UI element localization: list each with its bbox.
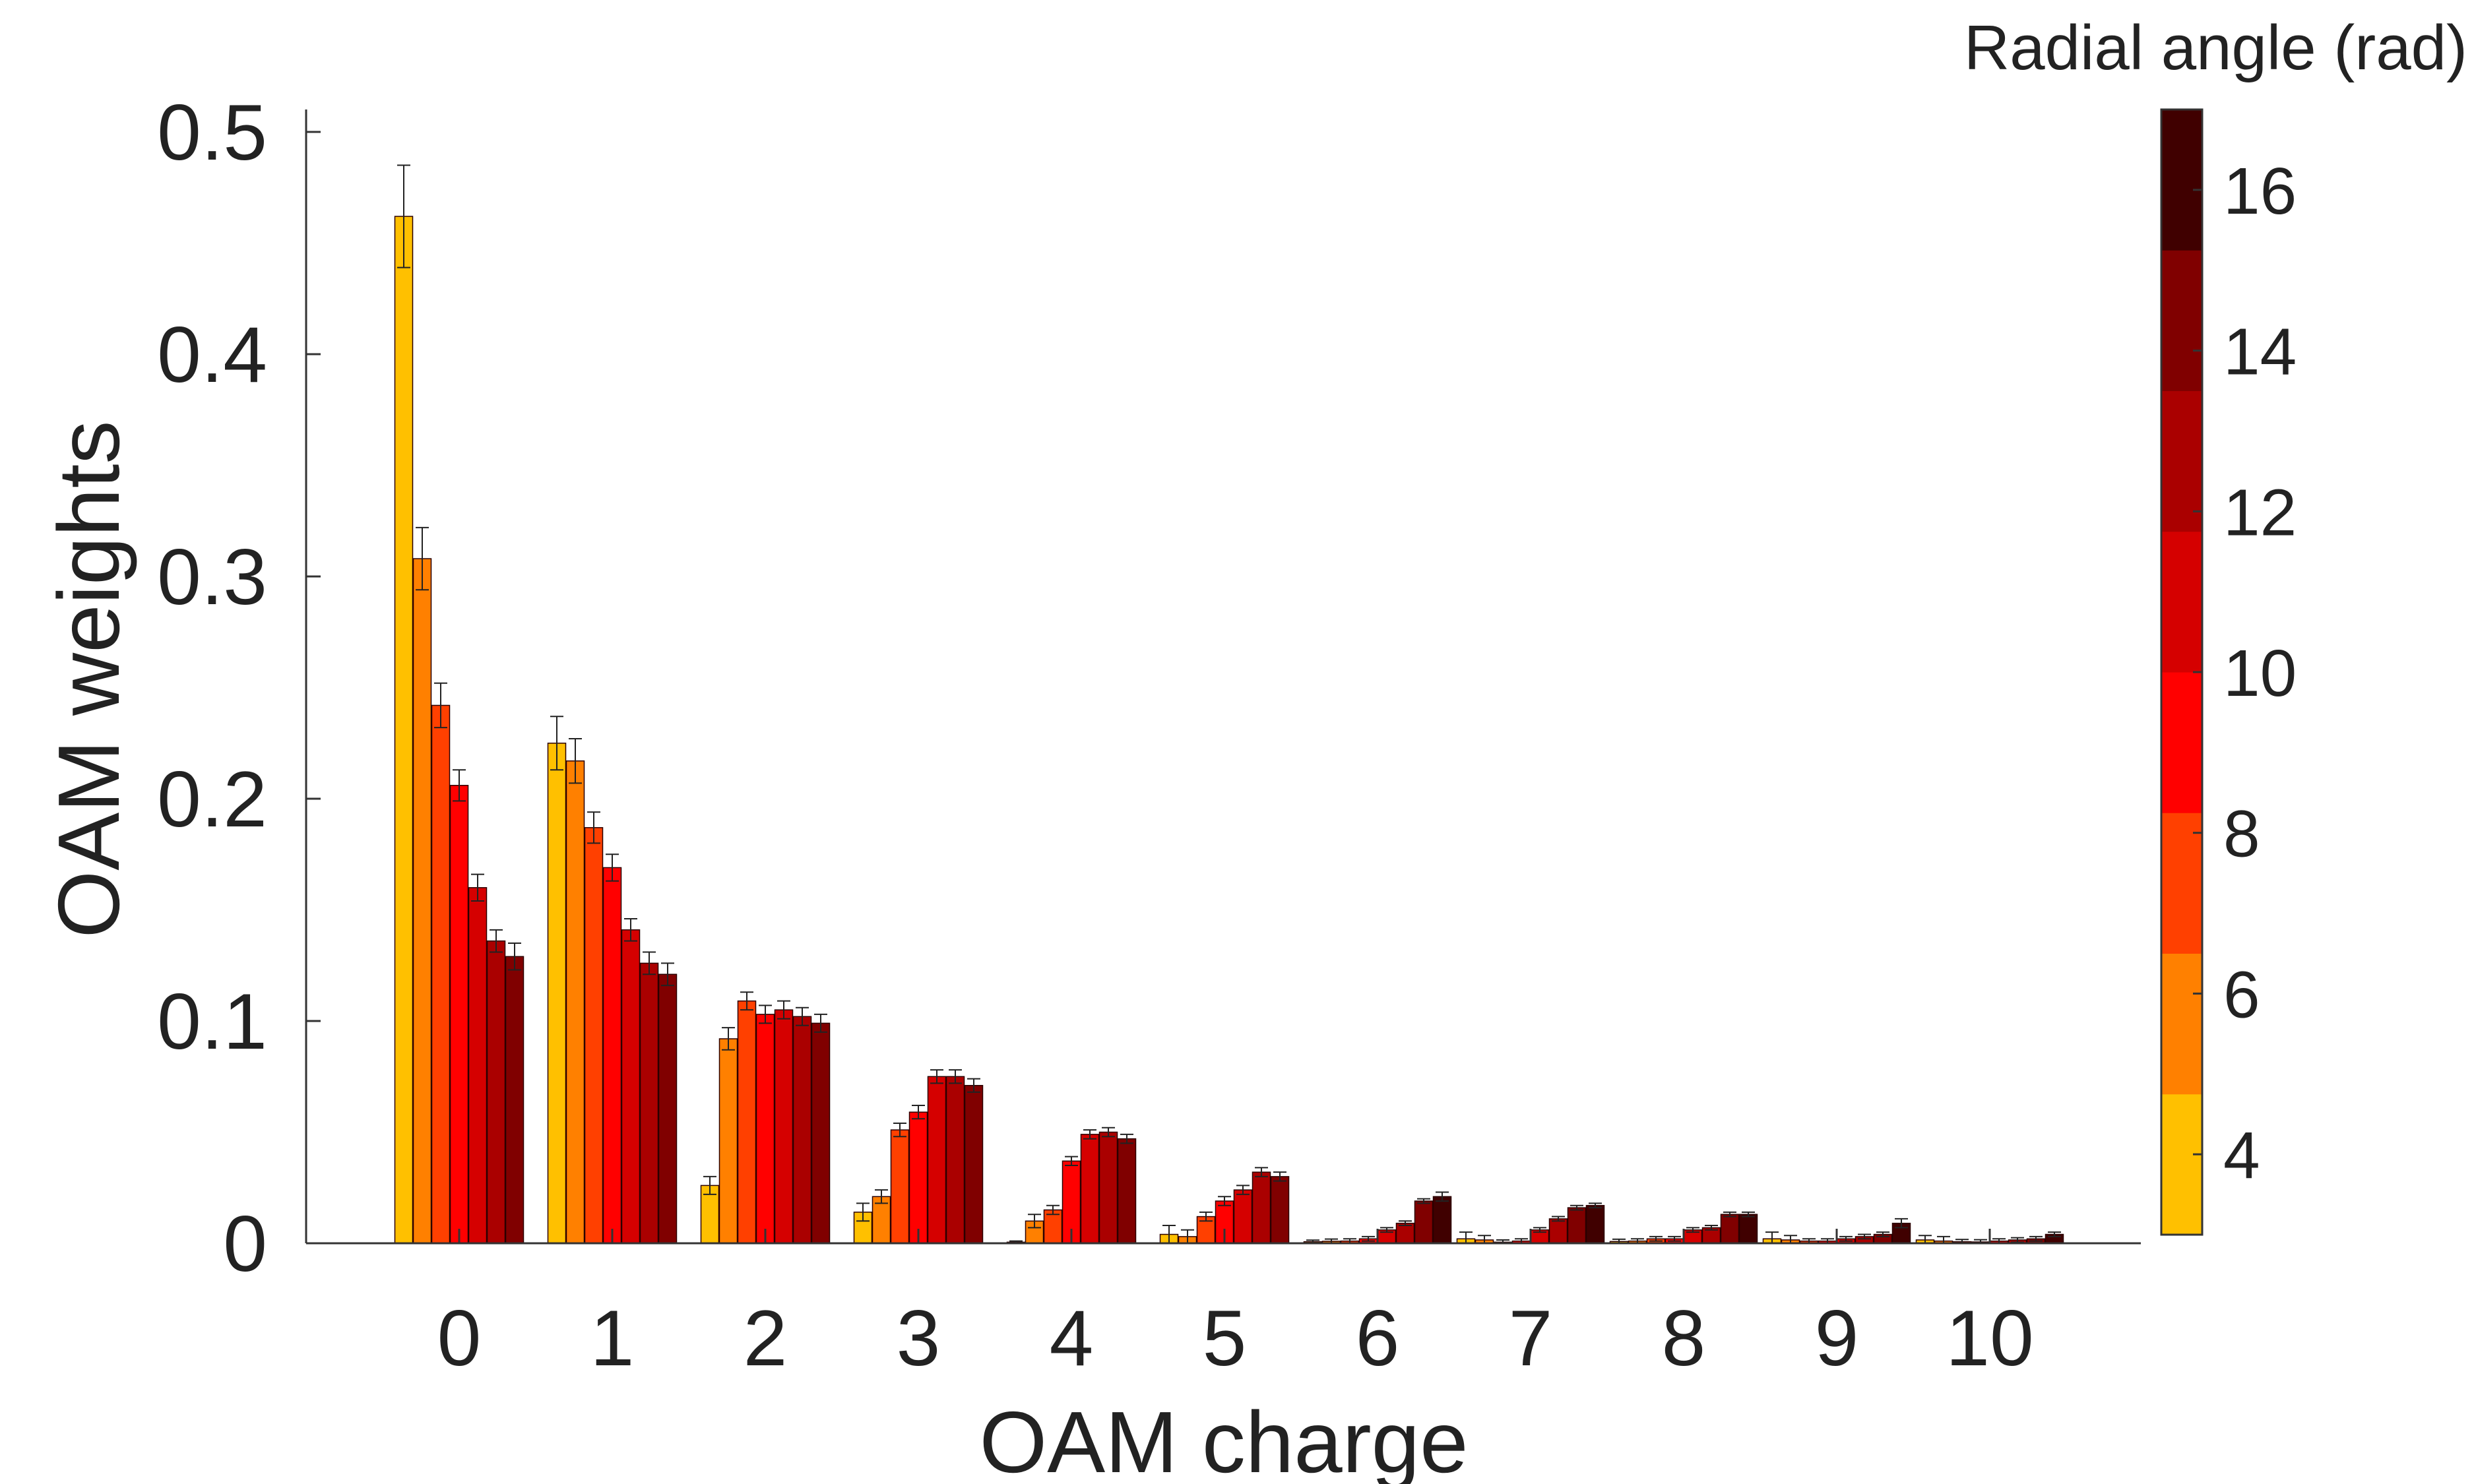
bar bbox=[792, 1016, 812, 1244]
y-tick-label: 0.5 bbox=[157, 88, 267, 177]
bar bbox=[890, 1129, 910, 1244]
colorbar-tick-label: 4 bbox=[2223, 1119, 2260, 1192]
y-axis-title: OAM weights bbox=[40, 421, 137, 939]
colorbar-segment bbox=[2161, 250, 2202, 391]
x-tick-label: 2 bbox=[744, 1294, 788, 1382]
bars-layer bbox=[394, 216, 2064, 1244]
x-axis-title: OAM charge bbox=[980, 1394, 1469, 1484]
colorbar-segment bbox=[2161, 531, 2202, 673]
bar bbox=[449, 785, 469, 1244]
x-ticks: 0 1 2 3 4 5 6 7 8 9 10 bbox=[437, 1229, 2034, 1382]
colorbar-segment bbox=[2161, 390, 2202, 532]
bar bbox=[547, 743, 567, 1244]
bar bbox=[1252, 1171, 1271, 1244]
colorbar-title: Radial angle (rad) bbox=[1964, 13, 2467, 83]
bar bbox=[431, 704, 451, 1244]
bar bbox=[584, 827, 604, 1244]
y-tick-label: 0.1 bbox=[157, 977, 267, 1066]
x-tick-label: 4 bbox=[1050, 1294, 1094, 1382]
bar bbox=[1567, 1207, 1587, 1244]
bar bbox=[700, 1185, 720, 1244]
bar bbox=[1080, 1134, 1100, 1244]
colorbar-tick-label: 10 bbox=[2223, 636, 2297, 710]
bar bbox=[927, 1076, 947, 1244]
colorbar-segment bbox=[2161, 1094, 2202, 1235]
colorbar-tick-label: 6 bbox=[2223, 958, 2260, 1032]
bar bbox=[621, 929, 641, 1244]
bar bbox=[468, 887, 488, 1244]
y-tick-label: 0.3 bbox=[157, 533, 267, 621]
colorbar-tick-label: 14 bbox=[2223, 315, 2297, 389]
y-tick-label: 0 bbox=[223, 1200, 267, 1288]
bar bbox=[1395, 1222, 1415, 1244]
bar bbox=[755, 1014, 775, 1244]
x-tick-label: 6 bbox=[1356, 1294, 1400, 1382]
colorbar-tick-label: 8 bbox=[2223, 797, 2260, 871]
x-tick-label: 1 bbox=[590, 1294, 635, 1382]
bar bbox=[1098, 1131, 1118, 1244]
bar bbox=[1117, 1138, 1137, 1244]
bar bbox=[1233, 1189, 1253, 1244]
x-tick-label: 0 bbox=[437, 1294, 482, 1382]
x-tick-label: 5 bbox=[1203, 1294, 1247, 1382]
colorbar-segment bbox=[2161, 953, 2202, 1095]
bar bbox=[394, 216, 414, 1244]
bar bbox=[811, 1022, 831, 1244]
colorbar: 4 6 8 10 12 14 16 bbox=[2160, 108, 2297, 1236]
bar bbox=[964, 1084, 984, 1244]
x-tick-label: 10 bbox=[1946, 1294, 2033, 1382]
bar bbox=[1585, 1204, 1605, 1244]
bar bbox=[505, 956, 524, 1244]
y-ticks: 0 0.1 0.2 0.3 0.4 0.5 bbox=[157, 88, 321, 1288]
x-tick-label: 9 bbox=[1815, 1294, 1859, 1382]
colorbar-segment bbox=[2161, 672, 2202, 813]
bar bbox=[1414, 1200, 1434, 1244]
bar bbox=[737, 1000, 757, 1244]
bar bbox=[639, 962, 659, 1244]
y-tick-label: 0.2 bbox=[157, 755, 267, 844]
colorbar-tick-label: 12 bbox=[2223, 476, 2297, 549]
x-tick-label: 8 bbox=[1662, 1294, 1706, 1382]
bar bbox=[1548, 1218, 1568, 1244]
bar bbox=[945, 1076, 965, 1244]
bar bbox=[718, 1038, 738, 1244]
colorbar-segment bbox=[2161, 813, 2202, 954]
bar bbox=[412, 558, 432, 1244]
y-tick-label: 0.4 bbox=[157, 311, 267, 399]
bar bbox=[602, 867, 622, 1244]
bar bbox=[774, 1009, 794, 1244]
x-tick-label: 3 bbox=[897, 1294, 941, 1382]
bar bbox=[565, 760, 585, 1244]
colorbar-tick-label: 16 bbox=[2223, 154, 2297, 228]
bar bbox=[1720, 1214, 1740, 1244]
bar bbox=[486, 940, 506, 1244]
x-tick-label: 7 bbox=[1509, 1294, 1553, 1382]
bar bbox=[658, 974, 678, 1244]
bar bbox=[908, 1111, 928, 1244]
bar bbox=[1432, 1196, 1452, 1244]
bar bbox=[1270, 1176, 1290, 1244]
colorbar-segment bbox=[2161, 109, 2202, 251]
bar bbox=[1738, 1214, 1758, 1244]
